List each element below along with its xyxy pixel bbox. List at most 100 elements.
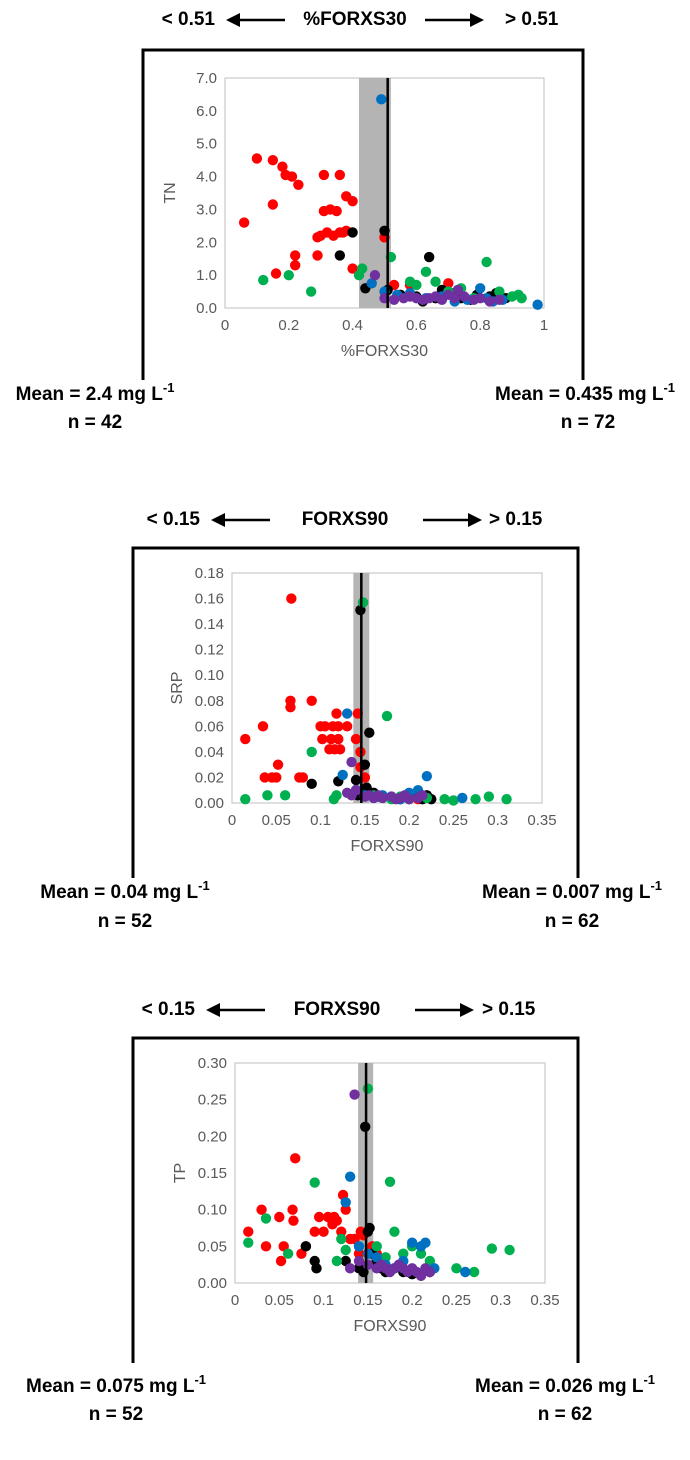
data-point-green xyxy=(501,793,512,805)
arrow-right-icon xyxy=(468,513,482,527)
data-point-blue xyxy=(532,299,543,310)
data-point-green xyxy=(243,1237,254,1248)
data-point-purple xyxy=(452,284,464,296)
data-point-purple xyxy=(388,294,400,305)
data-point-red xyxy=(341,721,353,732)
data-point-red xyxy=(290,1153,301,1164)
data-point-purple xyxy=(349,1089,360,1100)
data-point-green xyxy=(331,790,342,801)
x-tick-label: 0.3 xyxy=(490,1292,511,1309)
y-tick-label: 1.0 xyxy=(196,267,217,284)
left-mean-label: Mean = 0.075 mg L-1 xyxy=(26,1372,206,1397)
data-point-purple xyxy=(424,1266,436,1278)
data-point-red xyxy=(347,196,358,207)
data-point-green xyxy=(357,597,369,608)
data-point-blue xyxy=(362,1248,374,1259)
data-point-green xyxy=(398,1248,409,1259)
data-point-green xyxy=(260,1213,272,1224)
data-point-green xyxy=(362,1083,374,1094)
data-point-purple xyxy=(403,793,415,805)
data-point-blue xyxy=(344,1171,356,1182)
data-point-red xyxy=(318,169,330,181)
data-point-red xyxy=(270,268,282,279)
data-point-green xyxy=(430,276,441,287)
data-point-purple xyxy=(344,1263,356,1274)
data-point-blue xyxy=(340,1197,351,1208)
data-point-red xyxy=(267,154,279,166)
x-tick-label: 0.35 xyxy=(527,812,556,829)
data-point-green xyxy=(483,791,495,802)
x-axis-label: FORXS90 xyxy=(351,838,424,855)
y-tick-label: 0.12 xyxy=(195,642,224,659)
left-mean-label: Mean = 0.04 mg L-1 xyxy=(40,878,209,903)
arrow-left-icon xyxy=(226,13,240,27)
data-point-green xyxy=(470,793,481,805)
data-point-black xyxy=(300,1241,312,1252)
y-tick-label: 4.0 xyxy=(196,169,217,186)
x-axis-label: %FORXS30 xyxy=(341,343,428,360)
data-point-purple xyxy=(350,785,362,796)
data-point-red xyxy=(285,701,296,713)
y-tick-label: 0.25 xyxy=(198,1092,227,1109)
data-point-green xyxy=(371,1241,382,1252)
data-point-red xyxy=(318,1226,329,1237)
y-tick-label: 0.02 xyxy=(195,769,224,786)
data-point-red xyxy=(312,250,323,261)
arrow-left-icon xyxy=(206,1003,220,1017)
data-point-red xyxy=(287,1204,298,1215)
data-point-red xyxy=(238,217,250,228)
data-point-blue xyxy=(420,1237,431,1248)
arrow-right-icon xyxy=(460,1003,474,1017)
data-point-red xyxy=(334,744,346,755)
header-left-label: < 0.15 xyxy=(147,509,201,530)
data-point-green xyxy=(384,1176,396,1187)
data-point-red xyxy=(333,733,344,745)
data-point-blue xyxy=(421,770,433,782)
data-point-black xyxy=(350,774,362,786)
data-point-black xyxy=(334,250,346,261)
plot-tp: 0 0.05 0.1 0.15 0.2 0.25 0.3 0.35 0.00 0.05 0.10 0.… xyxy=(172,1055,560,1335)
y-tick-label: 0.10 xyxy=(198,1202,227,1219)
data-point-red xyxy=(331,205,342,217)
y-tick-label: 0.05 xyxy=(198,1238,227,1255)
x-tick-label: 0.15 xyxy=(350,812,379,829)
data-point-green xyxy=(340,1244,351,1256)
data-point-blue xyxy=(406,1237,418,1248)
x-tick-label: 0.2 xyxy=(278,317,299,334)
panel-srp: < 0.15 FORXS90 > 0.15 0 0.05 0.1 0.15 0.2 0.2… xyxy=(40,509,662,932)
x-axis-label: FORXS90 xyxy=(354,1318,427,1335)
data-point-green xyxy=(331,1255,343,1267)
data-point-purple xyxy=(362,1259,374,1270)
data-point-green xyxy=(486,1243,498,1254)
data-point-green xyxy=(411,279,422,291)
data-point-red xyxy=(251,153,263,164)
arrow-right-icon xyxy=(470,13,484,27)
data-point-red xyxy=(297,772,309,783)
header-left-label: < 0.15 xyxy=(142,999,196,1020)
y-tick-label: 0.18 xyxy=(195,565,224,582)
data-point-red xyxy=(309,1226,320,1237)
data-point-green xyxy=(356,263,368,274)
right-mean-label: Mean = 0.007 mg L-1 xyxy=(482,878,662,903)
right-n-label: n = 62 xyxy=(538,1404,592,1425)
data-point-green xyxy=(439,793,450,805)
data-point-red xyxy=(289,260,301,271)
x-tick-label: 0.2 xyxy=(399,812,420,829)
data-point-red xyxy=(267,199,279,210)
header-left-label: < 0.51 xyxy=(162,9,216,30)
data-point-red xyxy=(331,708,342,719)
y-tick-label: 0.0 xyxy=(196,300,217,317)
data-point-red xyxy=(317,733,328,745)
data-point-red xyxy=(289,250,301,261)
data-point-purple xyxy=(459,291,470,302)
data-point-green xyxy=(305,286,317,297)
data-point-purple xyxy=(377,792,388,804)
y-tick-label: 0.06 xyxy=(195,718,224,735)
y-tick-label: 2.0 xyxy=(196,234,217,251)
data-point-blue xyxy=(376,94,387,105)
data-point-green xyxy=(504,1244,515,1256)
data-point-blue xyxy=(341,708,353,719)
data-point-blue xyxy=(460,1266,471,1278)
right-n-label: n = 72 xyxy=(561,412,615,433)
data-point-red xyxy=(340,1204,351,1215)
